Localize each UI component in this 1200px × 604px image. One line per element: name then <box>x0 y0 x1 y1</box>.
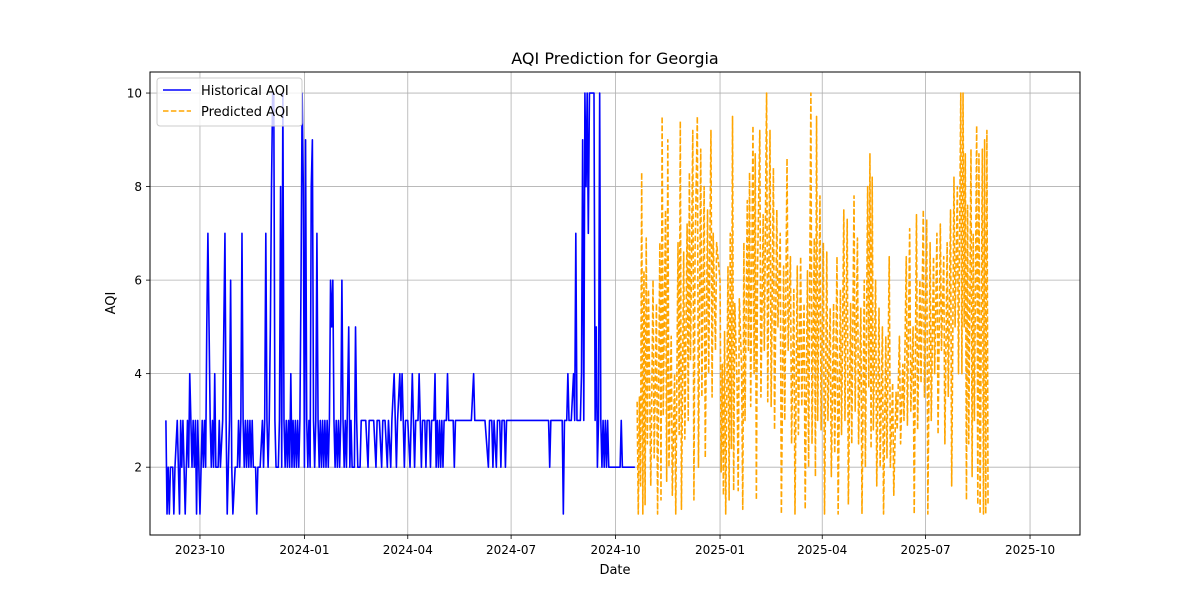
legend-predicted-label: Predicted AQI <box>201 105 289 120</box>
x-tick-label: 2025-04 <box>797 543 847 557</box>
x-tick-label: 2023-10 <box>175 543 225 557</box>
x-tick-label: 2024-07 <box>486 543 536 557</box>
x-tick-label: 2024-04 <box>383 543 433 557</box>
historical-aqi-line <box>165 92 635 515</box>
chart-title: AQI Prediction for Georgia <box>511 49 718 68</box>
y-axis-label: AQI <box>104 292 119 315</box>
x-axis-label: Date <box>599 563 630 578</box>
x-tick-label: 2025-07 <box>900 543 950 557</box>
x-tick-label: 2025-01 <box>695 543 745 557</box>
plot-frame <box>149 71 1081 536</box>
x-tick-label: 2025-10 <box>1005 543 1055 557</box>
y-tick-label: 6 <box>134 274 142 288</box>
predicted-aqi-line <box>636 92 989 515</box>
series-lines <box>165 92 989 515</box>
legend: Historical AQI Predicted AQI <box>156 77 303 127</box>
y-tick-label: 4 <box>134 367 142 381</box>
x-tick-label: 2024-10 <box>590 543 640 557</box>
x-tick-label: 2024-01 <box>279 543 329 557</box>
y-axis-ticks: 2 4 6 8 10 <box>127 87 150 475</box>
x-axis-ticks: 2023-10 2024-01 2024-04 2024-07 2024-10 2025-… <box>175 535 1055 557</box>
legend-box <box>156 77 303 127</box>
legend-historical-label: Historical AQI <box>201 84 289 99</box>
y-tick-label: 8 <box>134 180 142 194</box>
y-tick-label: 10 <box>127 87 142 101</box>
y-tick-label: 2 <box>134 461 142 475</box>
